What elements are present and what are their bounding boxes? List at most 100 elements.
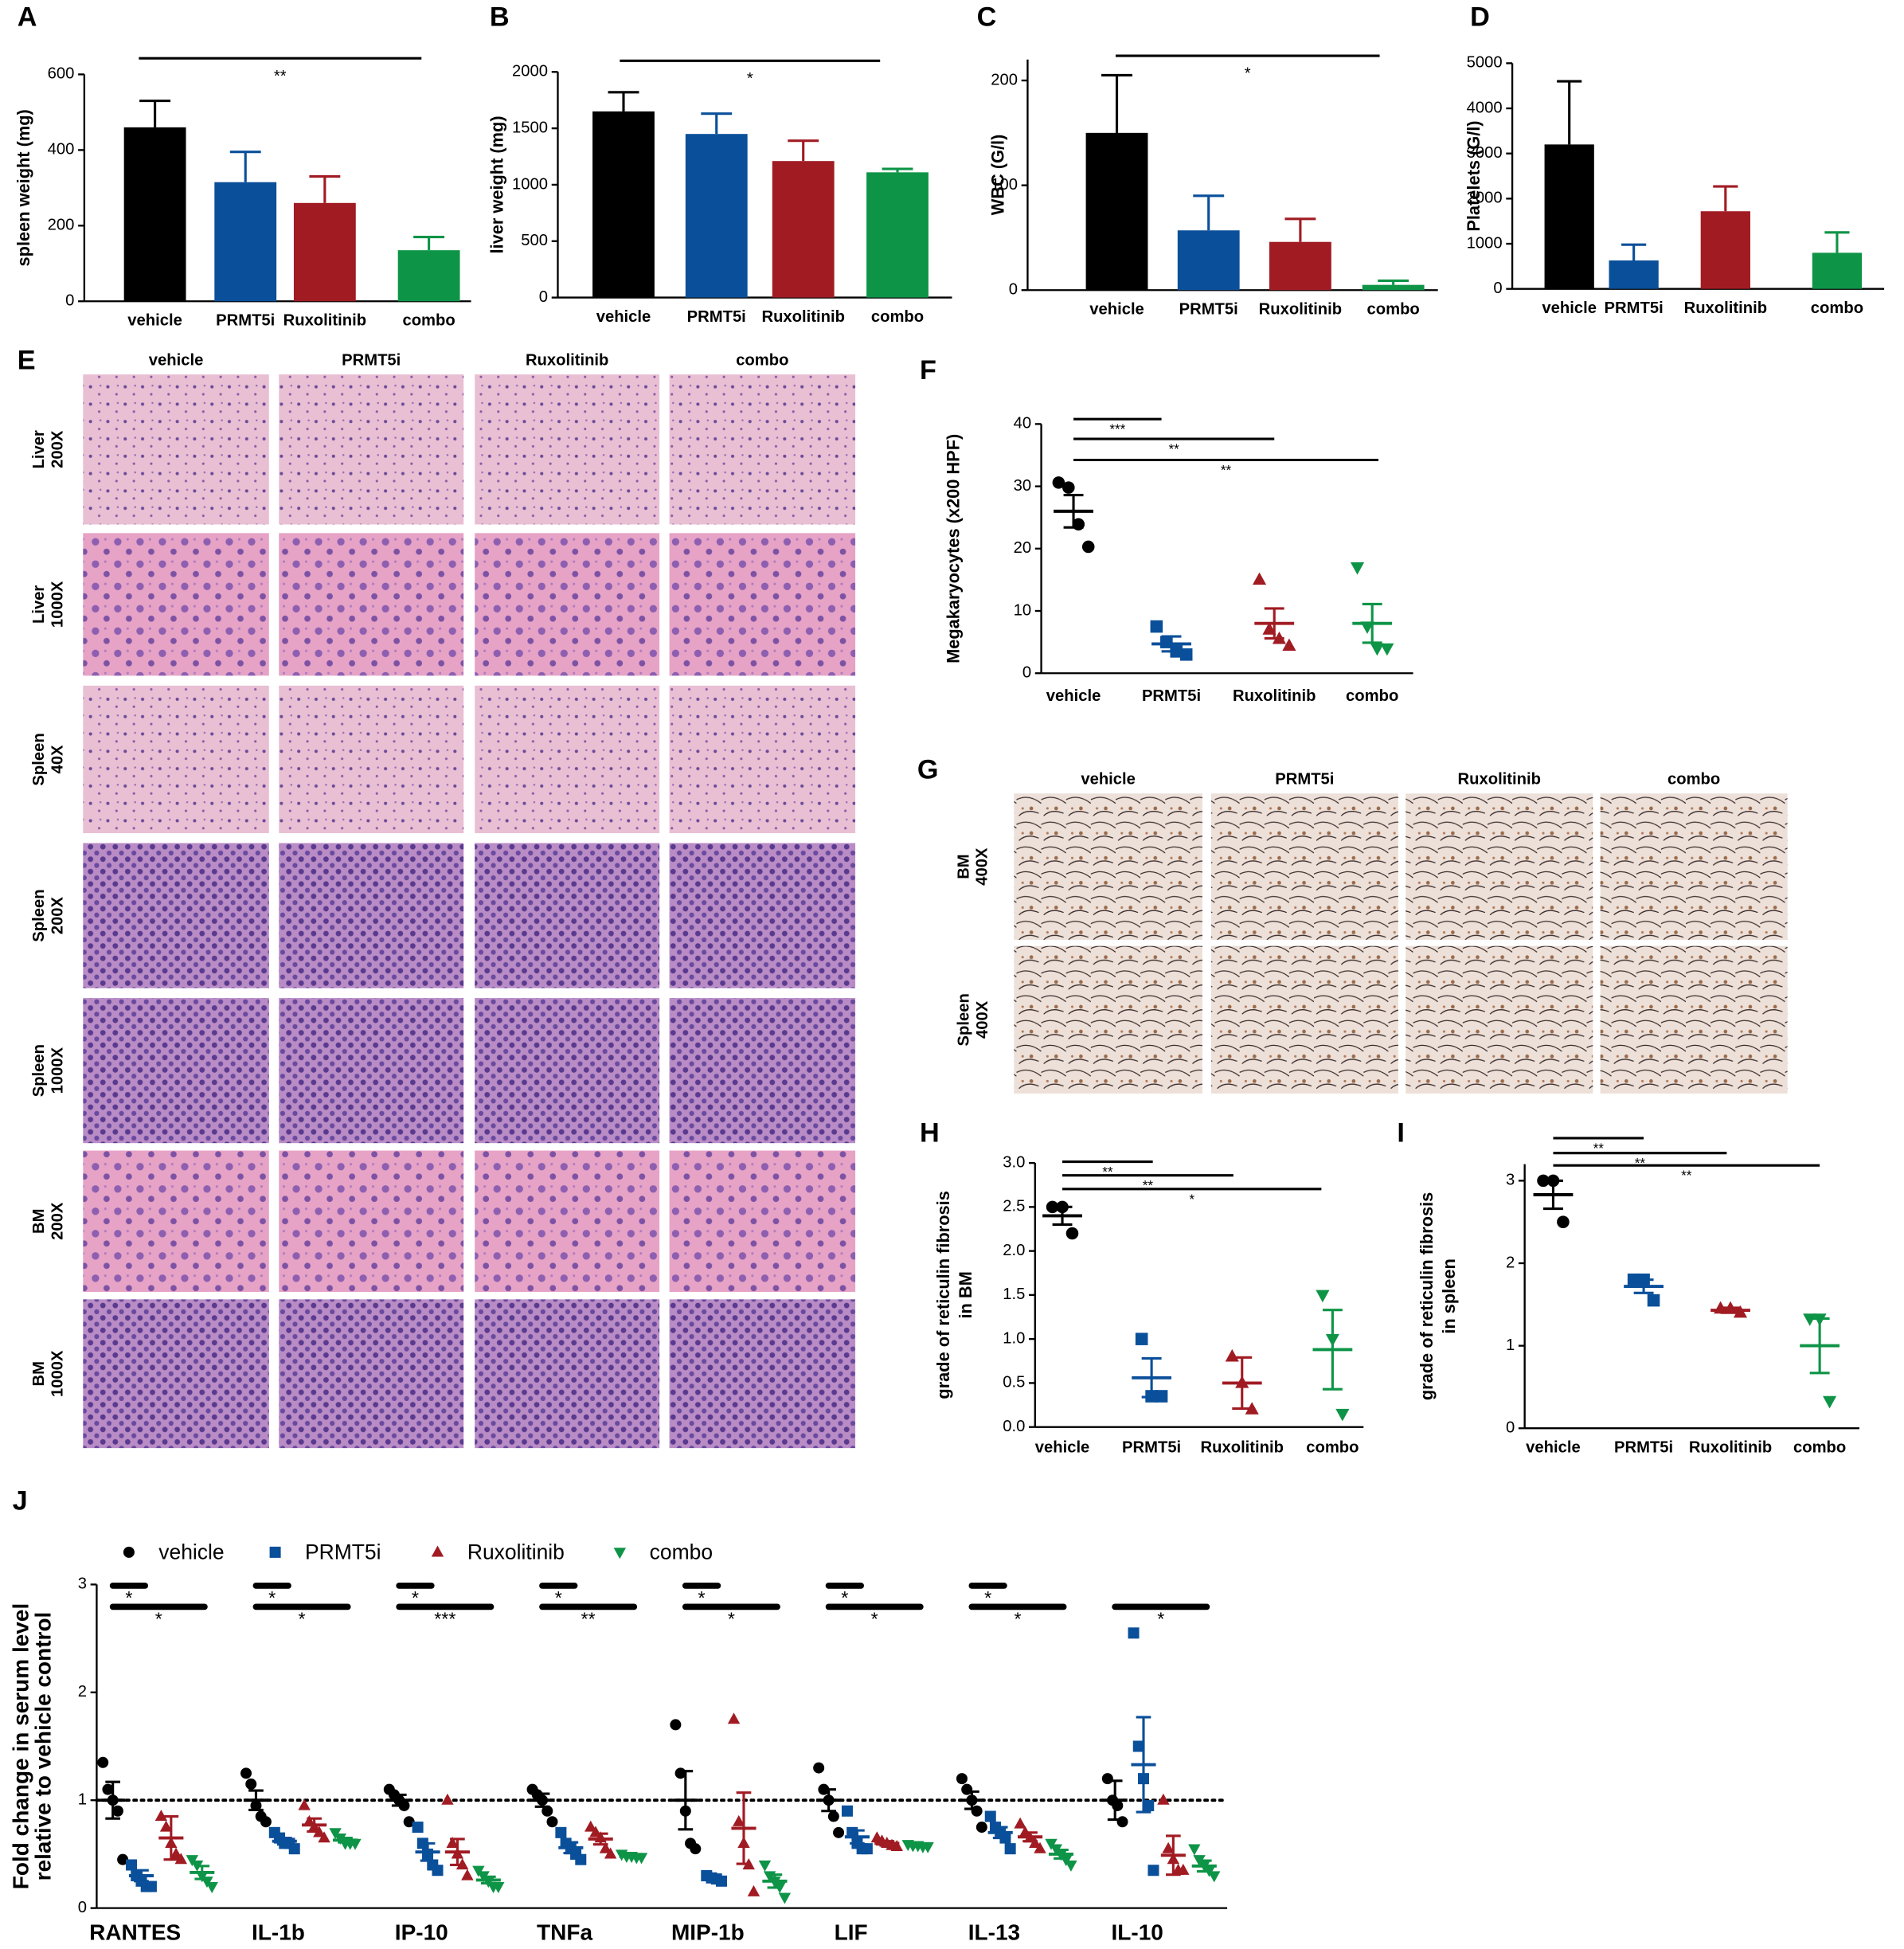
panel-label: E bbox=[18, 346, 36, 376]
point bbox=[1062, 481, 1075, 494]
significance-label: ** bbox=[1102, 1164, 1113, 1180]
micrograph bbox=[83, 1150, 269, 1292]
x-tick-label: vehicle bbox=[1046, 687, 1101, 705]
panel-label: A bbox=[18, 2, 37, 32]
point bbox=[288, 1843, 300, 1855]
row-label: 1000X bbox=[49, 1350, 67, 1397]
bar bbox=[123, 127, 186, 302]
point bbox=[861, 1843, 873, 1855]
micrograph bbox=[669, 685, 856, 834]
x-tick-label: IL-1b bbox=[252, 1920, 305, 1945]
row-label: Spleen bbox=[30, 889, 48, 941]
row-label: Liver bbox=[30, 430, 48, 468]
column-label: Ruxolitinib bbox=[526, 351, 608, 369]
y-tick-label: 0 bbox=[1493, 280, 1502, 297]
micrograph bbox=[279, 998, 464, 1144]
legend-marker bbox=[431, 1545, 444, 1557]
y-tick-label: 0 bbox=[78, 1899, 87, 1916]
row-label: 400X bbox=[974, 847, 991, 886]
micrograph bbox=[669, 533, 856, 676]
point bbox=[1252, 572, 1267, 585]
y-tick-label: 1000 bbox=[512, 175, 548, 193]
x-tick-label: PRMT5i bbox=[1179, 300, 1238, 318]
legend-label: Ruxolitinib bbox=[467, 1540, 565, 1564]
point bbox=[1034, 1841, 1046, 1853]
significance-label: * bbox=[1157, 1609, 1164, 1630]
micrograph bbox=[1406, 793, 1593, 940]
micrograph bbox=[279, 843, 464, 988]
point bbox=[1557, 1215, 1570, 1228]
y-tick-label: 0.5 bbox=[1003, 1374, 1025, 1391]
micrograph bbox=[475, 1299, 660, 1449]
x-tick-label: Ruxolitinib bbox=[1201, 1438, 1284, 1456]
micrograph bbox=[279, 533, 464, 676]
x-tick-label: combo bbox=[1811, 299, 1863, 317]
point bbox=[1065, 1227, 1079, 1240]
x-tick-label: LIF bbox=[835, 1920, 868, 1945]
x-tick-label: combo bbox=[871, 308, 924, 326]
significance-label: * bbox=[747, 70, 753, 88]
point bbox=[318, 1831, 330, 1843]
point bbox=[403, 1816, 415, 1828]
point bbox=[813, 1762, 825, 1774]
micrograph bbox=[1014, 945, 1202, 1094]
bar bbox=[1812, 252, 1863, 289]
bar bbox=[685, 134, 748, 298]
significance-label: * bbox=[1245, 65, 1251, 83]
x-tick-label: PRMT5i bbox=[1614, 1438, 1673, 1456]
micrograph bbox=[83, 374, 269, 525]
column-label: Ruxolitinib bbox=[1458, 770, 1541, 788]
point bbox=[111, 1805, 123, 1817]
y-tick-label: 2.5 bbox=[1003, 1198, 1025, 1215]
row-label: 200X bbox=[49, 1202, 67, 1240]
y-axis-title: in BM bbox=[956, 1271, 975, 1318]
x-tick-label: Ruxolitinib bbox=[761, 308, 844, 326]
point bbox=[1143, 1799, 1155, 1811]
significance-label: ** bbox=[1221, 463, 1232, 478]
point bbox=[1350, 562, 1365, 575]
x-tick-label: IL-10 bbox=[1112, 1920, 1163, 1945]
point bbox=[145, 1881, 157, 1892]
point bbox=[733, 1814, 745, 1826]
micrograph bbox=[83, 998, 269, 1144]
y-tick-label: 0.0 bbox=[1003, 1418, 1025, 1435]
point bbox=[727, 1712, 741, 1724]
significance-label: ** bbox=[1168, 442, 1179, 457]
micrograph bbox=[669, 1150, 856, 1292]
significance-label: * bbox=[1189, 1192, 1194, 1207]
bar bbox=[1609, 260, 1659, 289]
significance-label: * bbox=[155, 1609, 162, 1630]
point bbox=[956, 1773, 968, 1785]
point bbox=[599, 1841, 612, 1853]
point bbox=[984, 1810, 996, 1822]
row-label: BM bbox=[30, 1209, 48, 1234]
point bbox=[1157, 1793, 1170, 1805]
point bbox=[555, 1826, 567, 1838]
row-label: 1000X bbox=[49, 1047, 67, 1094]
y-tick-label: 200 bbox=[48, 217, 75, 234]
point bbox=[1116, 1816, 1128, 1828]
point bbox=[303, 1814, 316, 1826]
significance-label: ** bbox=[1681, 1168, 1692, 1184]
x-tick-label: Ruxolitinib bbox=[283, 312, 366, 330]
point bbox=[126, 1859, 138, 1871]
significance-label: ** bbox=[1635, 1156, 1646, 1171]
x-tick-label: vehicle bbox=[127, 312, 182, 330]
y-tick-label: 40 bbox=[1014, 415, 1032, 432]
x-tick-label: MIP-1b bbox=[671, 1920, 745, 1945]
point bbox=[890, 1840, 903, 1852]
micrograph bbox=[279, 1299, 464, 1449]
y-tick-label: 200 bbox=[991, 71, 1018, 88]
x-tick-label: PRMT5i bbox=[1605, 299, 1664, 317]
micrograph bbox=[1014, 793, 1202, 940]
row-label: Liver bbox=[30, 585, 48, 624]
y-axis-title: in spleen bbox=[1439, 1258, 1459, 1333]
point bbox=[205, 1881, 218, 1893]
point bbox=[1208, 1871, 1221, 1883]
y-tick-label: 1.0 bbox=[1003, 1329, 1025, 1347]
point bbox=[975, 1822, 987, 1834]
y-tick-label: 0 bbox=[1009, 281, 1018, 299]
x-tick-label: TNFa bbox=[537, 1920, 592, 1945]
bar bbox=[397, 250, 460, 302]
y-tick-label: 500 bbox=[521, 232, 548, 249]
